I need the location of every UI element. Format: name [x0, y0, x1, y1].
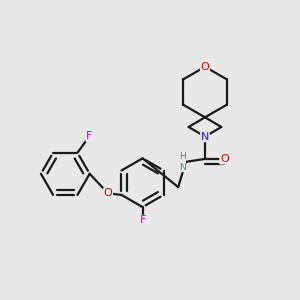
Text: O: O [104, 188, 112, 198]
Text: F: F [86, 131, 93, 141]
Text: N: N [201, 132, 209, 142]
Text: O: O [220, 154, 229, 164]
Text: F: F [140, 215, 146, 225]
Text: H
N: H N [179, 152, 185, 172]
Text: O: O [201, 62, 209, 72]
